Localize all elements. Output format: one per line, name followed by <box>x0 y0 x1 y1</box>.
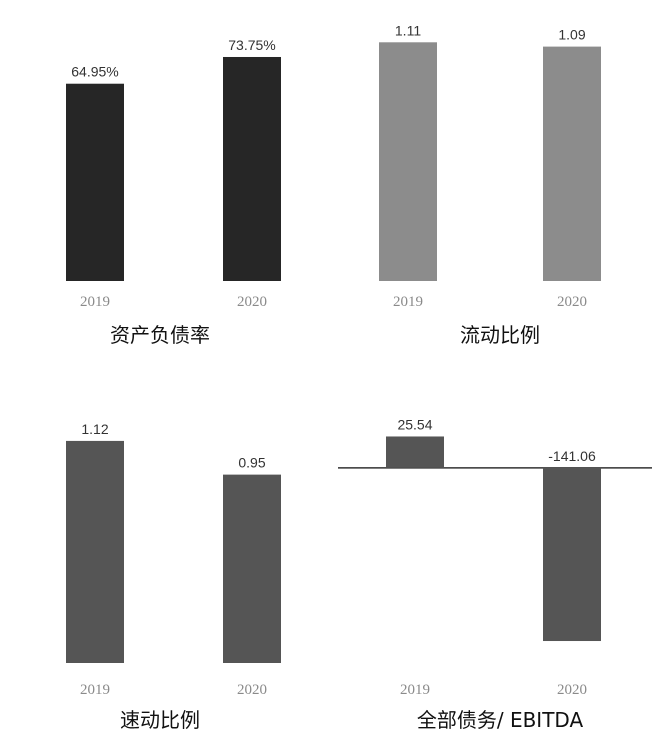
category-label: 2020 <box>237 682 267 698</box>
bar-2020 <box>543 46 601 281</box>
chart-current-ratio: 1.11 2019 1.09 2020 流动比例 <box>330 0 660 369</box>
value-label: 1.12 <box>81 421 108 437</box>
chart-title: 全部债务/ EBITDA <box>417 708 584 732</box>
chart-svg: 1.12 2019 0.95 2020 速动比例 <box>66 421 281 732</box>
value-label: 64.95% <box>71 64 118 80</box>
chart-debt-ebitda: 25.54 2019 -141.06 2020 全部债务/ EBITDA <box>330 369 660 738</box>
chart-debt-ratio: 64.95% 2019 73.75% 2020 资产负债率 <box>0 0 330 369</box>
category-label: 2019 <box>80 294 110 310</box>
category-label: 2019 <box>393 294 423 310</box>
value-label: 73.75% <box>228 37 275 53</box>
bar-2020 <box>223 474 281 663</box>
bar-2019 <box>379 42 437 281</box>
chart-title: 速动比例 <box>120 708 200 732</box>
chart-title: 资产负债率 <box>110 323 210 347</box>
value-label: 1.09 <box>558 27 585 43</box>
chart-svg: 25.54 2019 -141.06 2020 全部债务/ EBITDA <box>338 416 652 732</box>
bar-2020 <box>223 56 281 281</box>
bar-2019 <box>66 440 124 663</box>
value-label: -141.06 <box>548 448 596 464</box>
value-label: 0.95 <box>238 455 265 471</box>
value-label: 1.11 <box>395 22 421 38</box>
category-label: 2020 <box>237 294 267 310</box>
bar-2019 <box>386 436 444 468</box>
value-label: 25.54 <box>397 416 432 432</box>
chart-title: 流动比例 <box>460 323 540 347</box>
chart-svg: 1.11 2019 1.09 2020 流动比例 <box>379 22 601 347</box>
category-label: 2019 <box>400 682 430 698</box>
category-label: 2019 <box>80 682 110 698</box>
bar-2019 <box>66 83 124 281</box>
category-label: 2020 <box>557 682 587 698</box>
chart-quick-ratio: 1.12 2019 0.95 2020 速动比例 <box>0 369 330 738</box>
category-label: 2020 <box>557 294 587 310</box>
bar-2020 <box>543 467 601 642</box>
chart-svg: 64.95% 2019 73.75% 2020 资产负债率 <box>66 37 281 347</box>
